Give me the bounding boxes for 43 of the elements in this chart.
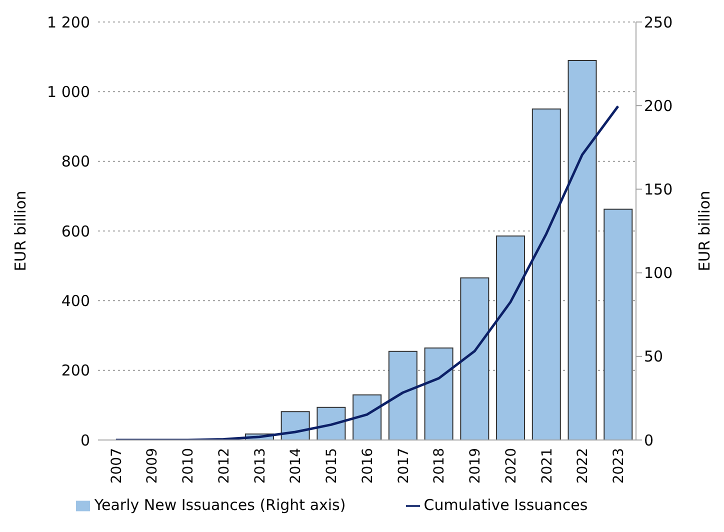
y-tick-label: 0 (80, 431, 90, 450)
x-tick-label: 2019 (468, 448, 484, 484)
bar (568, 60, 597, 440)
bar (604, 208, 633, 440)
y2-tick-label: 50 (644, 348, 664, 366)
y2-axis-title: EUR billion (695, 190, 714, 272)
y2-tick-label: 250 (644, 13, 673, 32)
bar (496, 236, 526, 440)
y-tick-label: 200 (61, 362, 90, 380)
legend-label: Cumulative Issuances (424, 496, 588, 514)
y-tick-label: 1 000 (47, 82, 90, 101)
bar (352, 394, 382, 440)
y-tick-label: 600 (61, 222, 90, 240)
bar (316, 406, 346, 440)
x-tick-label: 2010 (180, 448, 197, 484)
x-tick-label: 2012 (216, 448, 232, 484)
bar (280, 411, 310, 440)
bar (388, 350, 418, 440)
x-tick-label: 2014 (288, 448, 304, 484)
y-tick-label: 1 200 (47, 13, 90, 32)
bar (460, 277, 490, 440)
y2-tick-label: 200 (644, 96, 673, 115)
x-tick-label: 2023 (611, 448, 628, 484)
x-tick-label: 2022 (575, 448, 592, 484)
x-tick-label: 2018 (432, 448, 448, 484)
y2-tick-label: 0 (644, 431, 654, 450)
x-tick-label: 2016 (360, 448, 376, 484)
y2-tick-label: 150 (644, 180, 673, 199)
y2-tick-label: 100 (644, 264, 673, 282)
x-tick-label: 2013 (252, 448, 268, 484)
bar (424, 348, 454, 440)
y-tick-label: 800 (61, 152, 90, 171)
legend-label: Yearly New Issuances (Right axis) (94, 496, 346, 514)
y-axis-title: EUR billion (11, 190, 30, 272)
y-tick-label: 400 (61, 292, 90, 310)
x-tick-label: 2017 (396, 448, 412, 484)
bar (532, 108, 561, 440)
x-tick-label: 2009 (144, 448, 161, 484)
line-series (114, 105, 620, 440)
x-tick-label: 2020 (503, 448, 520, 484)
x-tick-label: 2007 (108, 448, 125, 484)
x-tick-label: 2021 (539, 448, 556, 484)
x-tick-label: 2015 (324, 448, 340, 484)
